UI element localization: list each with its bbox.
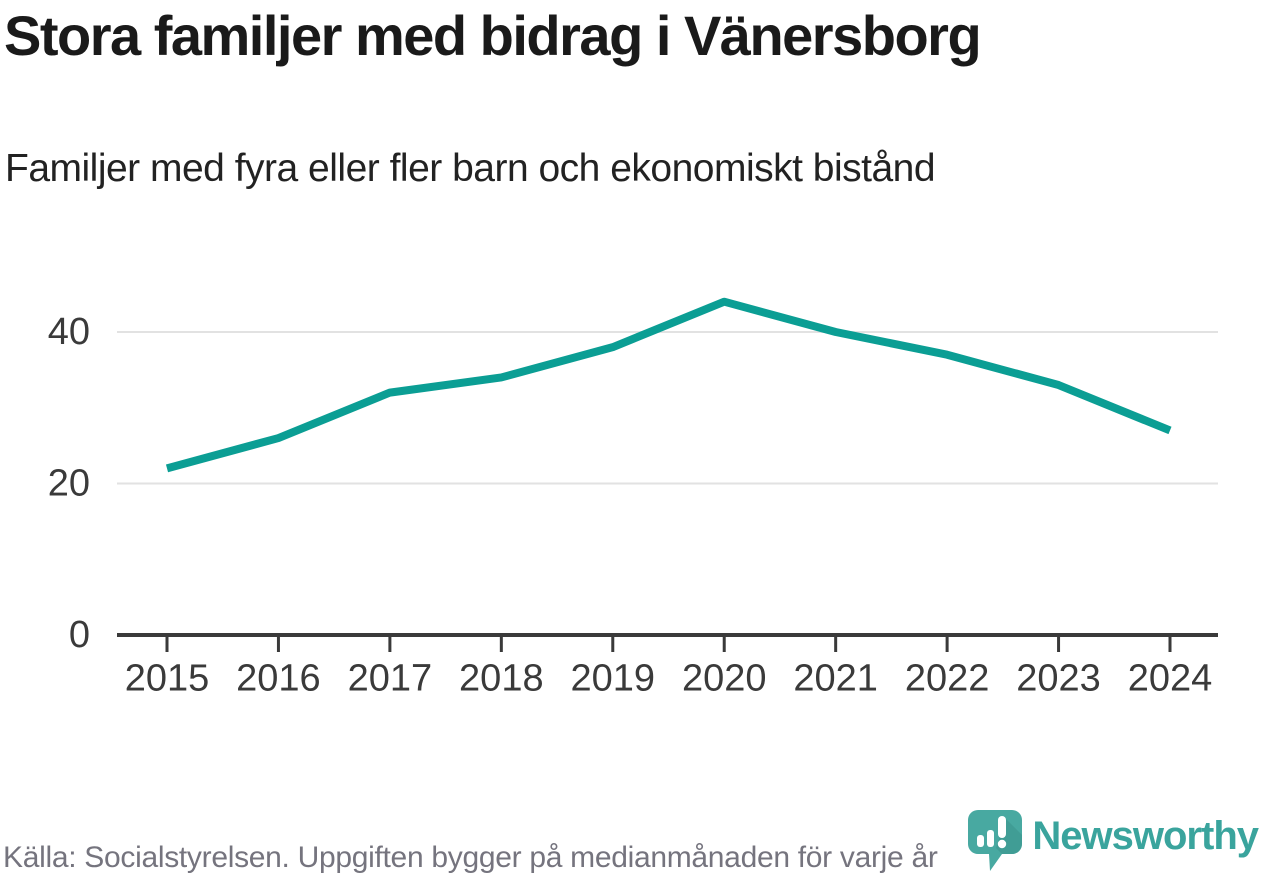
bubble-shape <box>968 810 1023 871</box>
x-axis-label-2020: 2020 <box>682 657 767 699</box>
y-axis-label-40: 40 <box>48 311 90 353</box>
x-axis-label-2016: 2016 <box>236 657 321 699</box>
newsworthy-logo: Newsworthy <box>965 809 1259 873</box>
bar-chart-exclamation-glyph <box>977 816 1007 849</box>
newsworthy-wordmark: Newsworthy <box>1032 814 1259 858</box>
x-axis-label-2021: 2021 <box>793 657 878 699</box>
x-axis-label-2017: 2017 <box>348 657 433 699</box>
newsworthy-speech-bubble-chart-icon <box>968 810 1023 871</box>
chart-subtitle: Familjer med fyra eller fler barn och ek… <box>5 147 936 190</box>
chart-title: Stora familjer med bidrag i Vänersborg <box>4 4 982 67</box>
data-line-series <box>165 297 1172 473</box>
x-axis-label-2015: 2015 <box>125 657 210 699</box>
x-axis-label-2018: 2018 <box>459 657 544 699</box>
y-axis-label-20: 20 <box>48 463 90 505</box>
source-note: Källa: Socialstyrelsen. Uppgiften bygger… <box>3 841 938 874</box>
y-axis-label-0: 0 <box>69 614 90 656</box>
x-axis-label-2023: 2023 <box>1016 657 1101 699</box>
x-axis-label-2022: 2022 <box>905 657 990 699</box>
x-axis-label-2024: 2024 <box>1128 657 1213 699</box>
x-axis-label-2019: 2019 <box>571 657 656 699</box>
